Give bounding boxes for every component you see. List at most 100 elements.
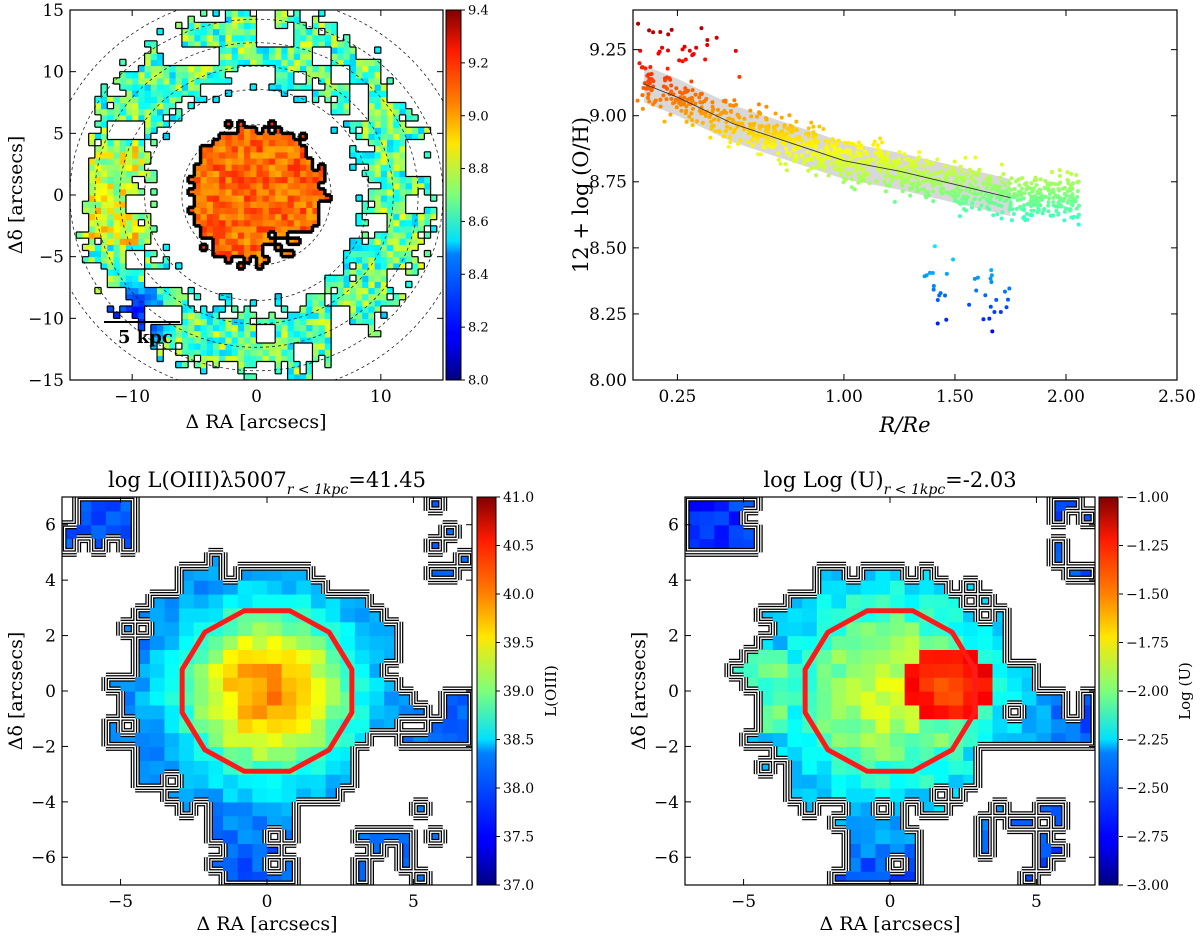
metallicity-cell bbox=[206, 336, 214, 344]
p4-cell bbox=[846, 746, 862, 761]
metallicity-cell bbox=[150, 343, 158, 350]
metallicity-cell bbox=[206, 145, 214, 153]
metallicity-cell bbox=[144, 65, 152, 73]
gradient-point bbox=[857, 153, 862, 158]
gradient-point bbox=[987, 316, 992, 321]
metallicity-cell bbox=[275, 176, 282, 184]
metallicity-cell bbox=[424, 219, 432, 227]
gradient-point bbox=[1020, 176, 1025, 181]
gradient-point bbox=[1076, 212, 1081, 217]
metallicity-cell bbox=[163, 96, 171, 104]
gradient-point bbox=[814, 173, 819, 178]
metallicity-cell bbox=[150, 176, 158, 184]
metallicity-cell bbox=[355, 71, 363, 79]
metallicity-cell bbox=[374, 207, 382, 215]
metallicity-cell bbox=[206, 318, 214, 326]
metallicity-cell bbox=[411, 114, 419, 122]
metallicity-cell bbox=[181, 299, 189, 307]
metallicity-cell bbox=[293, 28, 301, 36]
metallicity-cell bbox=[256, 219, 264, 227]
metallicity-cell bbox=[212, 176, 220, 184]
metallicity-cell bbox=[244, 10, 251, 17]
metallicity-cell bbox=[281, 158, 289, 165]
metallicity-cell bbox=[244, 170, 251, 178]
metallicity-cell bbox=[349, 256, 357, 264]
gradient-point bbox=[1029, 197, 1034, 202]
metallicity-cell bbox=[268, 201, 276, 208]
p3-cell bbox=[237, 746, 253, 761]
p3-cell bbox=[237, 691, 253, 706]
logu-contours bbox=[685, 497, 1095, 885]
metallicity-cell bbox=[237, 201, 245, 208]
metallicity-cell bbox=[387, 201, 394, 208]
metallicity-cell bbox=[337, 40, 345, 48]
gradient-point bbox=[697, 95, 702, 100]
metallicity-cell bbox=[88, 207, 96, 215]
metallicity-cell bbox=[225, 355, 233, 363]
gradient-point bbox=[974, 288, 979, 293]
metallicity-cell bbox=[113, 225, 121, 233]
metallicity-cell bbox=[206, 232, 214, 239]
metallicity-cell bbox=[244, 139, 251, 147]
metallicity-cell bbox=[281, 145, 289, 153]
gradient-point bbox=[880, 140, 885, 145]
gradient-point bbox=[750, 137, 755, 142]
metallicity-cell bbox=[107, 250, 115, 258]
metallicity-cell bbox=[181, 349, 189, 356]
metallicity-cell bbox=[219, 238, 227, 245]
y-tick-label: 4 bbox=[668, 571, 679, 591]
p3-cell bbox=[252, 801, 268, 817]
metallicity-cell bbox=[250, 299, 258, 307]
metallicity-cell bbox=[225, 133, 233, 141]
metallicity-cell bbox=[200, 176, 208, 184]
oiii-contours bbox=[62, 497, 472, 885]
metallicity-cell bbox=[349, 306, 357, 313]
gradient-point bbox=[886, 162, 891, 167]
metallicity-cell bbox=[368, 324, 376, 332]
metallicity-cell bbox=[275, 201, 282, 208]
metallicity-cell bbox=[300, 28, 307, 36]
metallicity-contours bbox=[70, 10, 443, 380]
metallicity-cell bbox=[387, 256, 394, 264]
gradient-point bbox=[915, 170, 920, 175]
metallicity-cell bbox=[368, 244, 376, 252]
metallicity-cell bbox=[281, 133, 289, 141]
metallicity-cell bbox=[244, 318, 251, 326]
metallicity-cell bbox=[300, 201, 307, 208]
metallicity-cell bbox=[374, 256, 382, 264]
metallicity-cell bbox=[194, 164, 202, 171]
gradient-point bbox=[935, 321, 940, 326]
metallicity-cell bbox=[300, 318, 307, 326]
p3-cell bbox=[252, 635, 268, 651]
p3-cell bbox=[296, 677, 312, 692]
metallicity-cell bbox=[82, 256, 90, 264]
metallicity-cell bbox=[125, 225, 133, 233]
metallicity-cell bbox=[405, 238, 413, 245]
metallicity-cell bbox=[219, 170, 227, 178]
p3-cell bbox=[325, 774, 341, 789]
metallicity-cell bbox=[107, 207, 115, 215]
metallicity-cell bbox=[287, 139, 295, 147]
logu-map-title: log Log (U)r < 1kpc=-2.03 bbox=[763, 468, 1016, 498]
metallicity-cell bbox=[293, 47, 301, 54]
metallicity-cell bbox=[237, 238, 245, 245]
metallicity-cell bbox=[368, 207, 376, 215]
p3-cell bbox=[223, 801, 239, 817]
metallicity-cell bbox=[119, 176, 127, 184]
metallicity-cell bbox=[418, 213, 425, 221]
gradient-point bbox=[872, 139, 877, 144]
metallicity-cell bbox=[380, 170, 388, 178]
metallicity-cell bbox=[268, 47, 276, 54]
metallicity-cell bbox=[256, 262, 264, 270]
gradient-point bbox=[806, 126, 811, 131]
metallicity-cell bbox=[275, 151, 282, 159]
p3-cell bbox=[325, 691, 341, 706]
gradient-point bbox=[817, 124, 822, 129]
metallicity-cell bbox=[225, 158, 233, 165]
metallicity-cell bbox=[306, 306, 314, 313]
metallicity-cell bbox=[132, 299, 139, 307]
metallicity-cell bbox=[355, 151, 363, 159]
gradient-point bbox=[636, 21, 641, 26]
p4-cell bbox=[846, 594, 862, 609]
